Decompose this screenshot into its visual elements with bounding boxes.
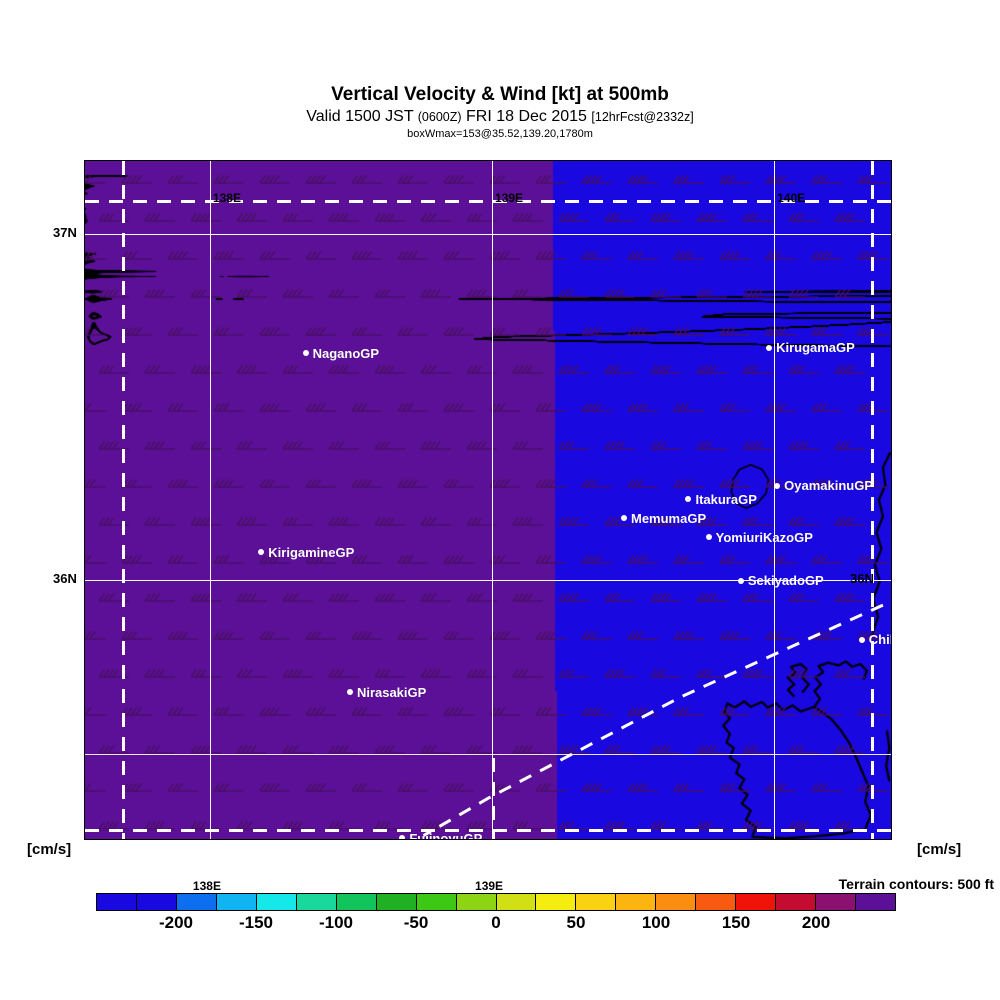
colorbar-segment — [536, 894, 577, 910]
colorbar-tick-label: -100 — [318, 913, 354, 932]
station-marker-memumagp[interactable]: MemumaGP — [620, 510, 707, 526]
longitude-label-bottom: 139E — [475, 879, 504, 893]
colorbar-segment — [616, 894, 657, 910]
colorbar-tick-label: -150 — [238, 913, 274, 932]
colorbar-segment — [776, 894, 817, 910]
colorbar-segment — [696, 894, 737, 910]
longitude-gridline — [209, 161, 211, 839]
station-label: KirugamaGP — [776, 340, 855, 356]
station-label: NaganoGP — [312, 345, 380, 361]
colorbar — [96, 893, 896, 911]
valid-prefix: Valid 1500 JST — [306, 108, 414, 125]
colorbar-segment — [176, 894, 217, 910]
station-dot-icon — [705, 534, 712, 541]
colorbar-segment — [136, 894, 177, 910]
colorbar-segment — [816, 894, 857, 910]
colorbar-segment — [656, 894, 697, 910]
map-panel[interactable]: NaganoGP KirugamaGP OyamakinuGP ItakuraGP Me… — [84, 160, 892, 840]
colorbar-segment — [736, 894, 777, 910]
latitude-gridline — [85, 754, 891, 756]
longitude-label-top: 140E — [777, 191, 806, 206]
latitude-label-right: 36N — [850, 571, 874, 586]
colorbar-tick-label: 50 — [566, 913, 586, 932]
station-marker-chibagp[interactable]: ChibaGP — [858, 632, 891, 648]
colorbar-segment — [856, 894, 896, 910]
station-label: OyamakinuGP — [784, 478, 873, 494]
station-marker-kirigaminegp[interactable]: KirigamineGP — [258, 545, 354, 559]
station-marker-nirasakigp[interactable]: NirasakiGP — [346, 684, 427, 700]
boxwmax-line: boxWmax=153@35.52,139.20,1780m — [407, 128, 593, 140]
station-dot-icon — [685, 496, 692, 503]
station-dot-icon — [346, 689, 353, 696]
colorbar-tick-label: 200 — [801, 913, 831, 932]
colorbar-tick-label: 150 — [721, 913, 751, 932]
station-label: ItakuraGP — [695, 491, 757, 507]
station-label: KirigamineGP — [268, 544, 355, 560]
station-dot-icon — [737, 577, 744, 584]
station-marker-yomiurikazogp[interactable]: YomiuriKazoGP — [705, 529, 813, 545]
colorbar-segment — [456, 894, 497, 910]
boundary-dashed — [870, 161, 874, 839]
colorbar-tick-label: -50 — [403, 913, 429, 932]
station-dot-icon — [258, 549, 265, 556]
terrain-contour-note: Terrain contours: 500 ft — [838, 876, 994, 892]
latitude-label-left: 37N — [53, 225, 77, 241]
colorbar-segment — [496, 894, 537, 910]
valid-time-line: Valid 1500 JST (0600Z) FRI 18 Dec 2015 [… — [0, 107, 1000, 127]
station-marker-kirugamagp[interactable]: KirugamaGP — [766, 340, 855, 356]
units-left: [cm/s] — [27, 841, 72, 858]
station-dot-icon — [399, 835, 406, 839]
station-label: FujinoyuGP — [409, 830, 483, 840]
station-marker-itakuragp[interactable]: ItakuraGP — [685, 491, 757, 507]
colorbar-segment — [97, 894, 137, 910]
colorbar-segment — [216, 894, 257, 910]
station-dot-icon — [620, 515, 627, 522]
station-dot-icon — [766, 345, 773, 351]
colorbar-tick-label: 0 — [491, 913, 501, 932]
longitude-label-bottom: 138E — [192, 879, 221, 893]
boundary-dashed — [122, 161, 126, 839]
station-marker-sekiyadogp[interactable]: SekiyadoGP — [737, 573, 824, 589]
latitude-label-left: 36N — [53, 571, 77, 586]
station-dot-icon — [774, 482, 781, 489]
forecast-tag: [12hrFcst@2332z] — [591, 110, 694, 124]
latitude-gridline — [85, 580, 891, 581]
diagonal-boundary-dashed — [422, 603, 884, 837]
colorbar-segment — [376, 894, 417, 910]
colorbar-segment — [416, 894, 457, 910]
vertical-velocity-heatmap — [85, 161, 891, 839]
station-label: SekiyadoGP — [747, 573, 824, 589]
boundary-dashed — [492, 757, 496, 839]
boundary-dashed — [85, 828, 891, 832]
colorbar-segment — [256, 894, 297, 910]
station-label: MemumaGP — [630, 510, 707, 526]
valid-date: FRI 18 Dec 2015 — [465, 108, 587, 125]
colorbar-tick-label: -200 — [158, 913, 194, 932]
station-marker-fujinoyugp[interactable]: FujinoyuGP — [399, 830, 483, 840]
longitude-gridline — [774, 161, 776, 839]
colorbar-segment — [336, 894, 377, 910]
station-label: ChibaGP — [868, 632, 891, 648]
station-marker-oyamakinugp[interactable]: OyamakinuGP — [774, 478, 873, 492]
page-title: Vertical Velocity & Wind [kt] at 500mb — [331, 84, 669, 105]
longitude-gridline — [492, 161, 494, 839]
station-label: NirasakiGP — [356, 684, 427, 700]
colorbar-ticks: -200 -150 -100 -50 0 50 100 150 200 — [96, 913, 896, 937]
colorbar-tick-label: 100 — [641, 913, 671, 932]
longitude-label-top: 139E — [495, 191, 524, 206]
latitude-gridline — [85, 234, 891, 236]
station-marker-naganogp[interactable]: NaganoGP — [302, 345, 380, 361]
valid-utc: (0600Z) — [417, 110, 462, 124]
colorbar-segment — [576, 894, 617, 910]
title-block: Vertical Velocity & Wind [kt] at 500mb V… — [0, 84, 1000, 141]
station-dot-icon — [302, 350, 309, 357]
colorbar-segment — [296, 894, 337, 910]
longitude-label-top: 138E — [212, 191, 241, 206]
station-label: YomiuriKazoGP — [715, 529, 813, 545]
station-dot-icon — [858, 636, 865, 643]
units-right: [cm/s] — [917, 841, 962, 858]
boundary-dashed — [85, 200, 891, 204]
